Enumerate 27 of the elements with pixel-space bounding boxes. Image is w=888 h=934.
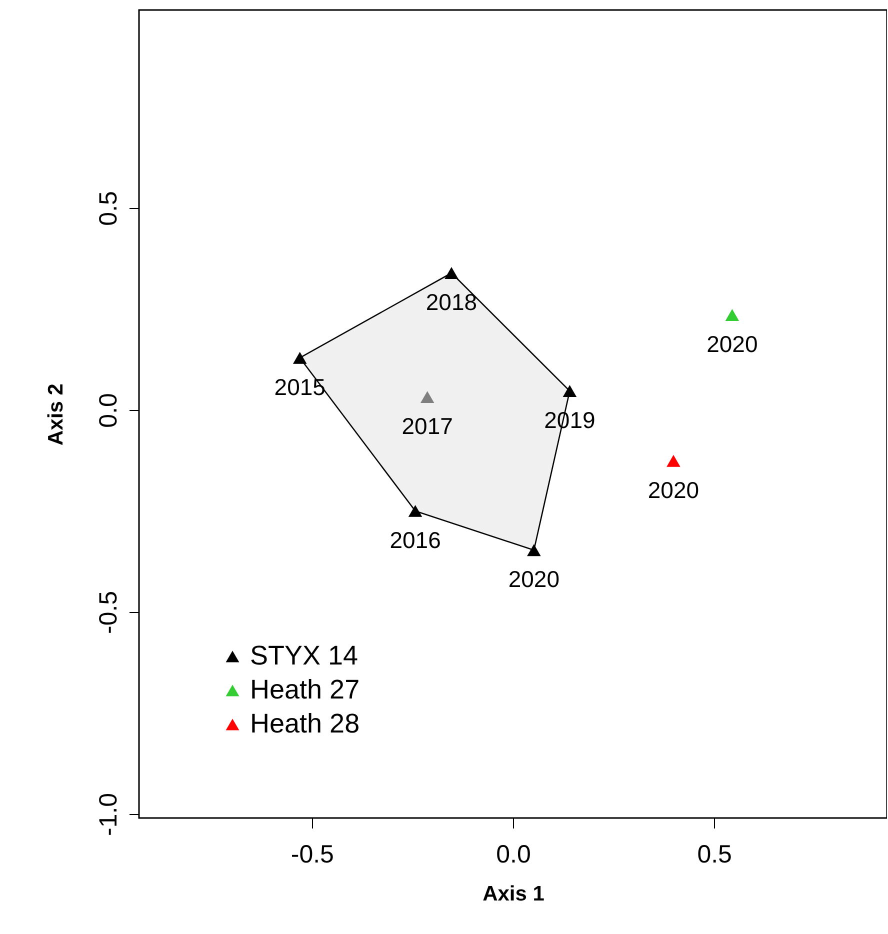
x-tick-label: 0.0 xyxy=(496,840,531,868)
annotation: 2016 xyxy=(390,526,441,553)
point xyxy=(408,504,422,517)
x-tick-label: 0.5 xyxy=(697,840,732,868)
x-tick-label: -0.5 xyxy=(290,840,334,868)
annotation: 2018 xyxy=(426,289,478,316)
point xyxy=(725,309,740,321)
y-tick-label: -1.0 xyxy=(94,792,122,836)
point xyxy=(527,544,541,556)
x-axis-title: Axis 1 xyxy=(482,882,545,906)
point xyxy=(292,352,307,364)
annotation: 2017 xyxy=(402,413,453,440)
point xyxy=(420,391,434,403)
y-tick-label: 0.0 xyxy=(94,393,122,428)
y-tick-label: -0.5 xyxy=(94,590,122,634)
annotation: 2020 xyxy=(508,566,560,592)
y-tick-label: 0.5 xyxy=(94,191,122,226)
annotation: 2020 xyxy=(706,331,758,358)
legend-label: Heath 28 xyxy=(250,708,360,738)
annotation: 2020 xyxy=(648,476,700,503)
legend-label: STYX 14 xyxy=(250,640,358,670)
y-axis-title: Axis 2 xyxy=(44,384,68,446)
legend-label: Heath 27 xyxy=(250,674,360,704)
point xyxy=(444,267,458,279)
point xyxy=(666,454,680,467)
point xyxy=(562,385,577,397)
annotation: 2015 xyxy=(274,374,326,400)
